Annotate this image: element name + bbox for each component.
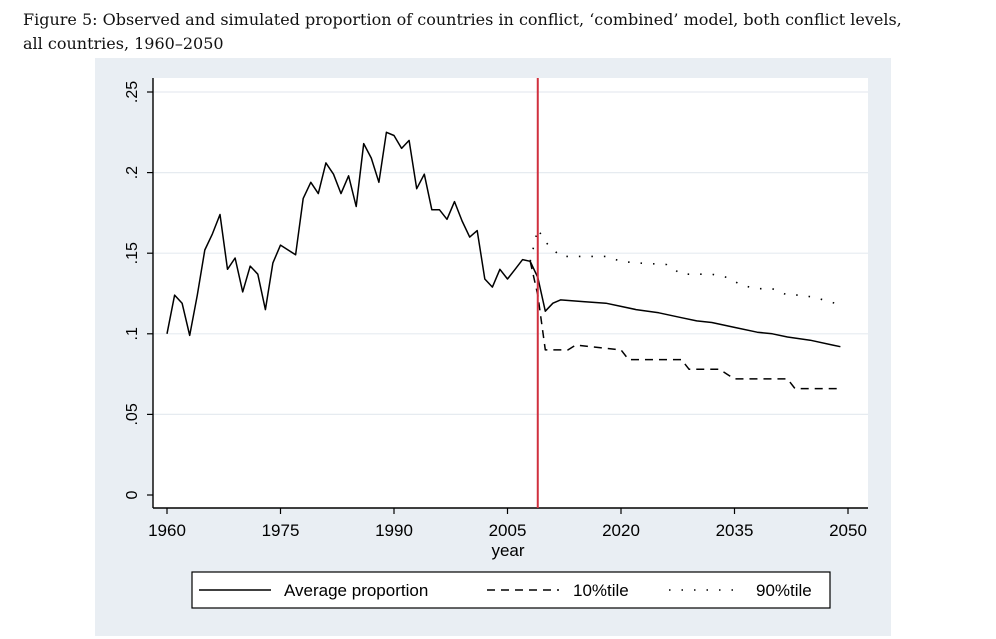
x-tick-label-4: 2020 [602,521,640,540]
y-tick-label-4: .2 [124,166,141,179]
series-lines [166,131,841,390]
y-tick-label-1: .05 [124,403,141,425]
figure-caption: Figure 5: Observed and simulated proport… [23,8,983,56]
legend: Average proportion 10%tile 90%tile [191,571,831,609]
plot-area [153,78,868,508]
legend-box [191,571,831,609]
grid-lines [153,91,868,415]
legend-label-1: 10%tile [573,581,629,600]
x-tick-label-0: 1960 [148,521,186,540]
x-tick-label-1: 1975 [262,521,300,540]
caption-line-2: all countries, 1960–2050 [23,34,224,53]
x-axis-label: year [491,541,524,560]
series-line-0 [166,131,841,348]
series-line-1 [529,261,841,390]
y-tick-label-2: .1 [124,327,141,340]
legend-label-2: 90%tile [756,581,812,600]
y-tick-label-0: 0 [124,490,141,499]
x-tick-label-2: 1990 [375,521,413,540]
y-tick-label-5: .25 [124,81,141,103]
axes: 0 .05 .1 .15 .2 .25 1960 1975 1990 2005 2020 2035 20… [124,78,868,540]
x-tick-label-5: 2035 [716,521,754,540]
x-tick-label-3: 2005 [489,521,527,540]
chart-panel: 0 .05 .1 .15 .2 .25 1960 1975 1990 2005 2020 2035 20… [95,58,891,636]
x-tick-label-6: 2050 [829,521,867,540]
line-chart: 0 .05 .1 .15 .2 .25 1960 1975 1990 2005 2020 2035 20… [124,78,868,609]
caption-line-1: Figure 5: Observed and simulated proport… [23,10,902,29]
y-tick-label-3: .15 [124,242,141,264]
legend-label-0: Average proportion [284,581,428,600]
